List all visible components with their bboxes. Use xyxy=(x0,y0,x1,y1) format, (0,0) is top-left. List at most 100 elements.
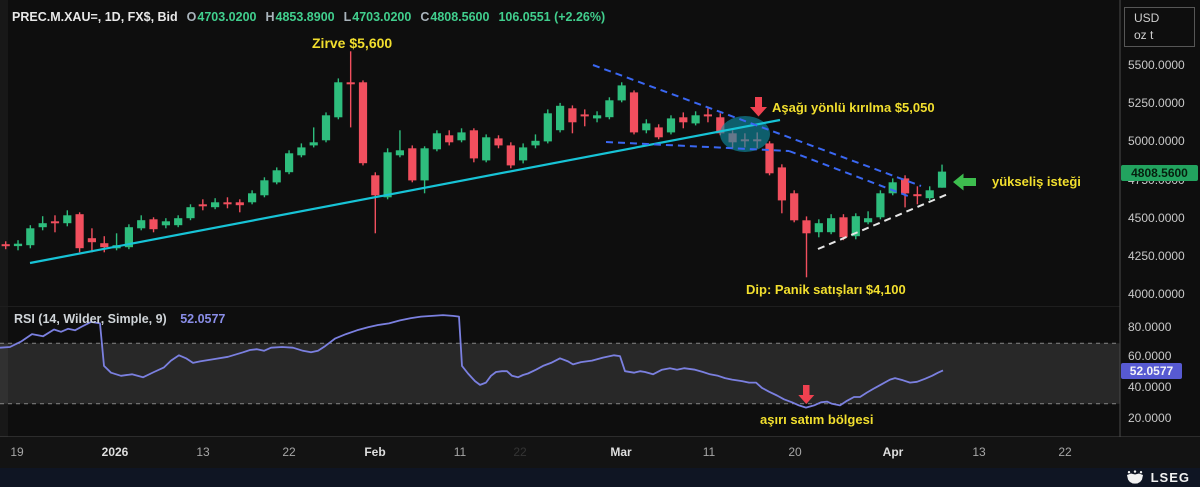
candle xyxy=(482,134,491,163)
footer-bar: LSEG xyxy=(0,468,1200,487)
time-axis-tick: 2026 xyxy=(101,445,129,459)
rsi-neutral-band xyxy=(0,343,1120,404)
breakdown-down-arrow-icon[interactable] xyxy=(750,97,767,117)
candle xyxy=(703,108,712,123)
candle xyxy=(568,105,577,134)
close-value: 4808.5600 xyxy=(430,10,490,24)
time-axis-tick: 22 xyxy=(282,445,296,459)
open-value: 4703.0200 xyxy=(197,10,257,24)
candle xyxy=(777,164,786,214)
time-axis-row[interactable] xyxy=(0,437,1200,468)
time-axis-tick: 11 xyxy=(702,445,716,459)
candle xyxy=(851,213,860,240)
candle xyxy=(75,212,84,253)
candle xyxy=(666,115,676,135)
unit-measure: oz t xyxy=(1134,28,1154,42)
candle xyxy=(790,190,799,223)
uptrend-line-drawing[interactable] xyxy=(29,118,781,265)
candle xyxy=(519,143,528,164)
instrument-name[interactable]: PREC.M.XAU=, 1D, FX$, Bid xyxy=(12,10,178,24)
annotation-dip[interactable]: Dip: Panik satışları $4,100 xyxy=(746,282,906,297)
candle xyxy=(876,190,885,220)
rsi-axis-tick: 60.0000 xyxy=(1128,349,1172,363)
candle xyxy=(445,130,454,146)
candle xyxy=(827,214,836,235)
candle xyxy=(888,178,897,196)
candle xyxy=(272,167,281,185)
candle xyxy=(408,145,417,183)
oversold-down-arrow-icon[interactable] xyxy=(798,385,815,404)
candle xyxy=(765,141,774,176)
annotation-bullish[interactable]: yükseliş isteği xyxy=(992,174,1081,189)
candle xyxy=(285,150,294,175)
pennant-lower-dashed-line[interactable] xyxy=(605,141,790,152)
candle xyxy=(506,142,515,169)
annotation-breakdown[interactable]: Aşağı yönlü kırılma $5,050 xyxy=(772,100,935,115)
low-label: L xyxy=(343,10,352,24)
candle xyxy=(802,216,811,278)
candle xyxy=(580,109,589,127)
candle xyxy=(432,130,441,152)
candle xyxy=(605,97,614,120)
annotation-oversold[interactable]: aşırı satım bölgesi xyxy=(760,412,874,427)
candle xyxy=(469,128,478,163)
time-axis-tick: Mar xyxy=(610,445,632,459)
time-axis-tick: 22 xyxy=(513,445,527,459)
candle xyxy=(186,204,195,221)
candle xyxy=(149,217,158,233)
candle xyxy=(395,130,404,158)
lseg-logo-text[interactable]: LSEG xyxy=(1150,470,1190,485)
bullish-left-arrow-icon[interactable] xyxy=(953,173,976,191)
rsi-value: 52.0577 xyxy=(180,312,226,326)
rsi-series xyxy=(0,314,944,409)
candle xyxy=(691,111,700,126)
wedge-lower-dashed-line[interactable] xyxy=(788,150,909,197)
candle xyxy=(137,215,146,231)
candle xyxy=(543,109,552,144)
left-edge-strip xyxy=(0,0,8,468)
candle xyxy=(260,177,269,198)
price-axis-tick: 4000.0000 xyxy=(1128,287,1185,301)
change-value: 106.0551 (+2.26%) xyxy=(498,10,606,24)
instrument-header: PREC.M.XAU=, 1D, FX$, Bid O 4703.0200 H 48… xyxy=(12,10,605,24)
candle xyxy=(13,240,23,251)
rsi-line xyxy=(0,314,944,409)
time-axis-tick: 11 xyxy=(453,445,467,459)
candle xyxy=(26,225,35,249)
rsi-header: RSI (14, Wilder, Simple, 9) 52.0577 xyxy=(14,312,225,326)
candle xyxy=(223,197,232,209)
rsi-axis-tick: 80.0000 xyxy=(1128,320,1172,334)
pennant-upper-dashed-line[interactable] xyxy=(592,64,922,187)
price-axis-unit-box[interactable]: USD oz t xyxy=(1124,7,1195,47)
annotation-peak[interactable]: Zirve $5,600 xyxy=(312,35,393,51)
time-axis-tick: 22 xyxy=(1058,445,1072,459)
time-axis-tick: 13 xyxy=(972,445,986,459)
pane-separator xyxy=(0,306,1120,307)
candle xyxy=(925,186,934,201)
rsi-axis-tick: 20.0000 xyxy=(1128,411,1172,425)
rsi-value-badge: 52.0577 xyxy=(1121,363,1182,379)
candle xyxy=(814,219,823,238)
candle xyxy=(309,127,318,148)
candle xyxy=(531,134,540,149)
candle xyxy=(1,241,10,250)
time-axis-tick: 20 xyxy=(788,445,802,459)
candle xyxy=(63,210,72,227)
candlestick-series xyxy=(1,51,947,278)
candle xyxy=(937,164,947,188)
candle xyxy=(174,215,183,228)
candle xyxy=(617,82,626,103)
time-axis-tick: Feb xyxy=(364,445,386,459)
candle xyxy=(371,172,380,234)
rsi-label[interactable]: RSI (14, Wilder, Simple, 9) xyxy=(14,312,167,326)
candle xyxy=(556,102,565,133)
candle xyxy=(457,128,466,143)
candle xyxy=(235,199,244,213)
candle xyxy=(358,80,368,166)
high-label: H xyxy=(265,10,275,24)
candle xyxy=(839,214,848,241)
lseg-logo-icon xyxy=(1126,470,1143,484)
candle xyxy=(629,90,639,135)
candle xyxy=(321,112,331,143)
